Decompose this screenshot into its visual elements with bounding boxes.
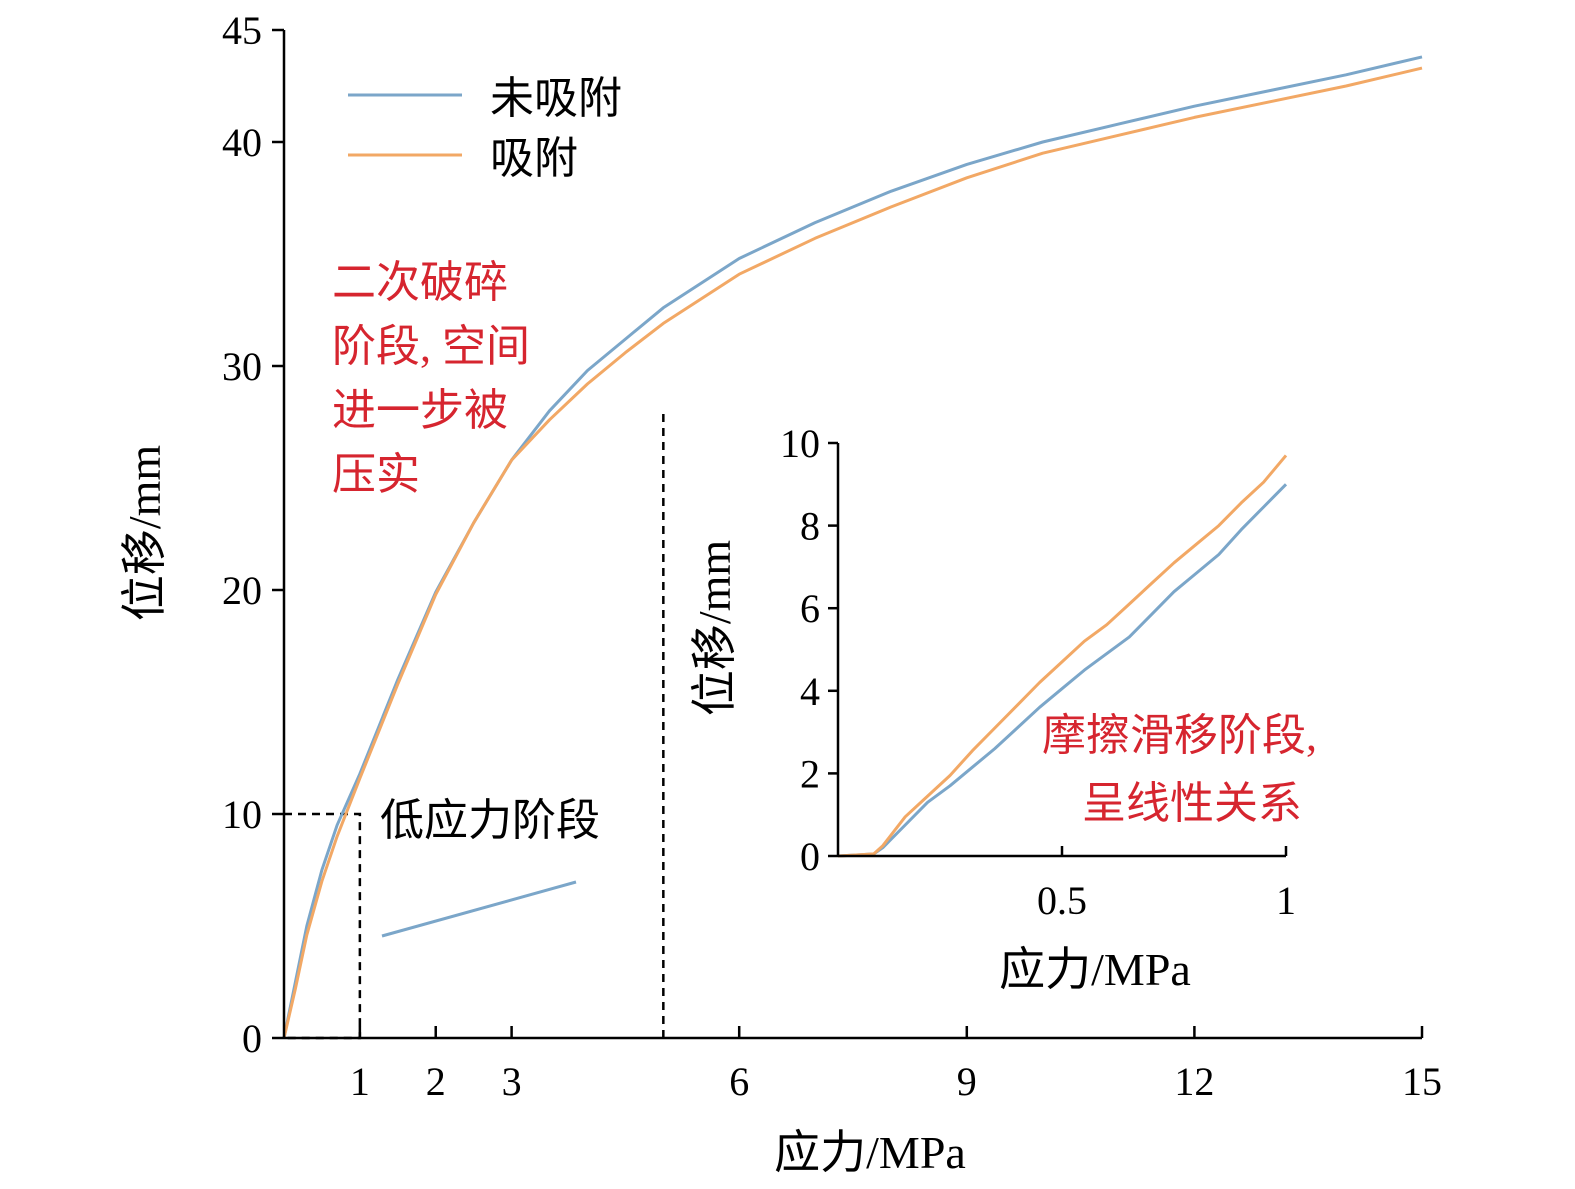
zoom-box-outline xyxy=(284,812,362,1040)
inset-y-tick-label: 10 xyxy=(780,421,820,466)
inset-y-tick-label: 4 xyxy=(800,669,820,714)
series-line-adsorbed xyxy=(282,66,1423,1039)
inset-annotation-line-1: 摩擦滑移阶段, xyxy=(1042,711,1317,760)
main-x-tick-label: 12 xyxy=(1174,1059,1214,1104)
inset-x-ticks: 0.5 1 xyxy=(1037,846,1296,923)
inset-y-tick-label: 0 xyxy=(800,834,820,879)
main-y-tick-label: 20 xyxy=(222,568,262,613)
main-x-axis-title: 应力/MPa xyxy=(774,1127,966,1178)
main-y-tick-label: 0 xyxy=(242,1016,262,1061)
annotation-line-2: 阶段, 空间 xyxy=(332,322,530,371)
inset-y-tick-label: 8 xyxy=(800,504,820,549)
main-y-ticks: 0 10 20 30 40 45 xyxy=(222,8,284,1061)
inset-y-ticks: 0 2 4 6 8 10 xyxy=(780,421,838,879)
inset-annotation-line-2: 呈线性关系 xyxy=(1082,779,1302,828)
inset-x-tick-label: 0.5 xyxy=(1037,878,1087,923)
main-y-tick-label: 45 xyxy=(222,8,262,53)
main-x-tick-label: 15 xyxy=(1402,1059,1442,1104)
inset-y-axis-title: 位移/mm xyxy=(689,540,740,717)
main-x-tick-label: 3 xyxy=(502,1059,522,1104)
main-axes xyxy=(282,30,1422,1040)
low-stress-zoom-box xyxy=(284,812,362,1040)
inset-y-tick-label: 2 xyxy=(800,751,820,796)
main-y-axis-title: 位移/mm xyxy=(119,445,170,622)
legend-label-adsorbed: 吸附 xyxy=(490,134,578,183)
secondary-crushing-annotation: 二次破碎 阶段, 空间 进一步被 压实 xyxy=(332,258,530,499)
main-x-tick-label: 9 xyxy=(957,1059,977,1104)
main-x-tick-label: 6 xyxy=(729,1059,749,1104)
inset-y-tick-label: 6 xyxy=(800,586,820,631)
main-series-group xyxy=(282,55,1423,1039)
main-x-tick-label: 1 xyxy=(350,1059,370,1104)
annotation-line-1: 二次破碎 xyxy=(332,258,508,307)
friction-slip-annotation: 摩擦滑移阶段, 呈线性关系 xyxy=(1042,711,1317,828)
main-y-tick-label: 40 xyxy=(222,120,262,165)
main-x-tick-label: 2 xyxy=(426,1059,446,1104)
main-y-tick-label: 10 xyxy=(222,792,262,837)
annotation-line-4: 压实 xyxy=(332,450,420,499)
annotation-line-3: 进一步被 xyxy=(332,386,508,435)
zoom-connector-line xyxy=(381,880,577,938)
legend-label-unadsorbed: 未吸附 xyxy=(490,74,622,123)
legend: 未吸附 吸附 xyxy=(348,74,622,183)
inset-series-group xyxy=(837,454,1288,858)
inset-series-line-unadsorbed xyxy=(837,483,1288,858)
main-y-tick-label: 30 xyxy=(222,344,262,389)
inset-x-axis-title: 应力/MPa xyxy=(999,944,1191,995)
inset-series-line-adsorbed xyxy=(837,454,1288,858)
inset-x-tick-label: 1 xyxy=(1276,878,1296,923)
series-line-unadsorbed xyxy=(282,55,1423,1039)
low-stress-stage-label: 低应力阶段 xyxy=(380,796,600,845)
main-x-ticks: 1 2 3 6 9 12 15 xyxy=(350,1026,1442,1104)
